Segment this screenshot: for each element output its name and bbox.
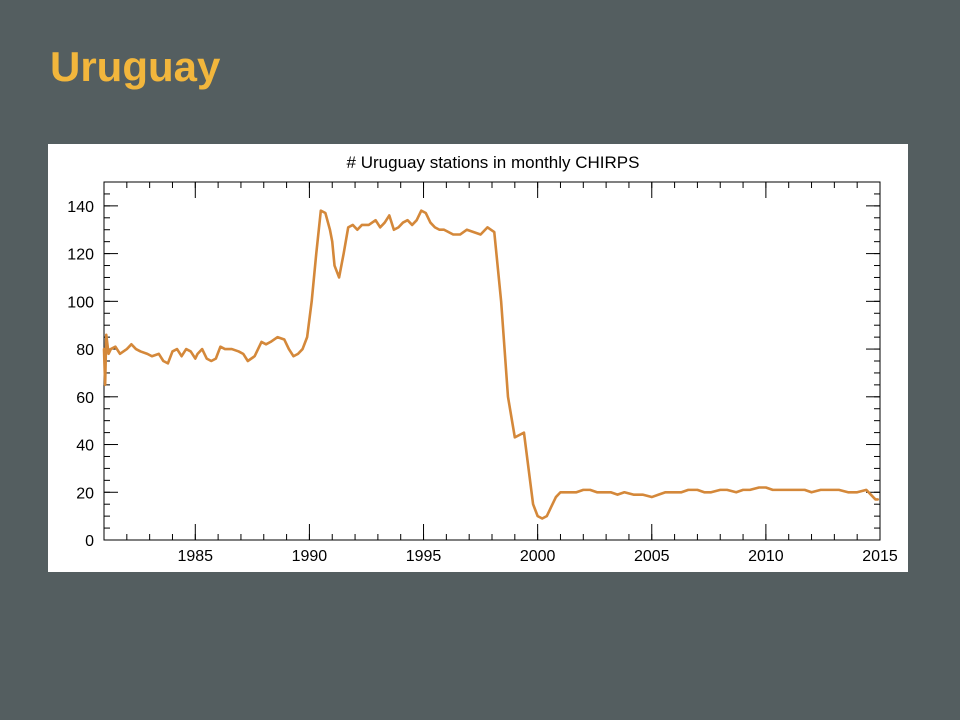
x-tick-label: 1995 xyxy=(406,548,442,565)
y-tick-label: 120 xyxy=(67,247,94,264)
x-tick-label: 1990 xyxy=(292,548,328,565)
y-tick-label: 140 xyxy=(67,199,94,216)
y-tick-label: 100 xyxy=(67,294,94,311)
x-tick-label: 2010 xyxy=(748,548,784,565)
y-tick-label: 80 xyxy=(76,342,94,359)
y-tick-label: 20 xyxy=(76,485,94,502)
axis-tick-labels: 1985 1990 1995 2000 2005 2010 2015 0 20 40 60 80 100… xyxy=(67,199,898,565)
chart-title: # Uruguay stations in monthly CHIRPS xyxy=(347,153,640,172)
x-tick-label: 2000 xyxy=(520,548,556,565)
series-line xyxy=(102,209,880,520)
x-tick-label: 1985 xyxy=(177,548,213,565)
y-tick-label: 60 xyxy=(76,390,94,407)
x-tick-label: 2005 xyxy=(634,548,670,565)
y-tick-label: 0 xyxy=(85,533,94,550)
x-tick-label: 2015 xyxy=(862,548,898,565)
chart-panel: # Uruguay stations in monthly CHIRPS 198… xyxy=(48,144,908,572)
station-count-chart: # Uruguay stations in monthly CHIRPS 198… xyxy=(67,153,898,565)
slide-title: Uruguay xyxy=(50,43,221,90)
y-tick-label: 40 xyxy=(76,438,94,455)
